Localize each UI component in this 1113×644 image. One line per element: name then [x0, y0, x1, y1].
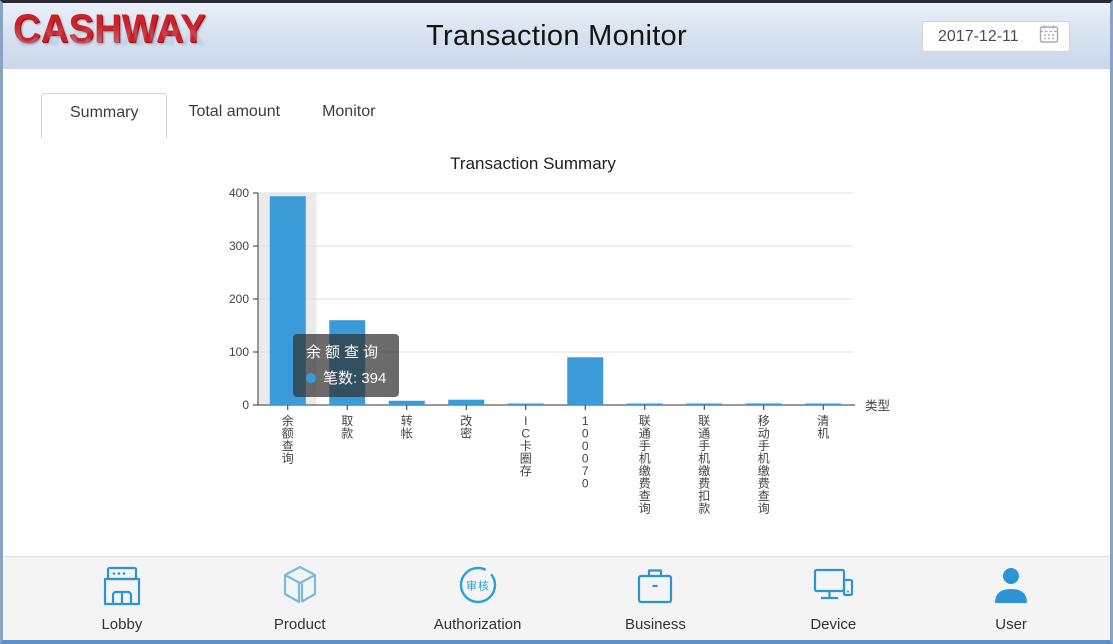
chart-y-tick-label: 400	[229, 186, 249, 200]
nav-label: Business	[624, 616, 686, 633]
bottom-nav: Lobby Product 审核 Authorization	[3, 556, 1110, 640]
chart-bar[interactable]	[567, 357, 604, 405]
chart-bar[interactable]	[329, 320, 366, 405]
nav-item-business[interactable]: Business	[566, 564, 744, 640]
chart-bar[interactable]	[269, 196, 306, 405]
chart-bar[interactable]	[745, 403, 782, 405]
nav-item-user[interactable]: User	[922, 564, 1100, 640]
bar-chart-canvas[interactable]: 0 100 200 300 400 余额查询 取款 转帐 改密 I C 卡圈存 1 0 0 0 7 0 联通手机缴费…	[3, 173, 953, 548]
tab-summary[interactable]: Summary	[41, 93, 168, 138]
nav-label: Lobby	[101, 616, 143, 633]
date-picker[interactable]: 2017-12-11	[922, 21, 1070, 52]
nav-item-product[interactable]: Product	[211, 564, 389, 640]
chart-bar[interactable]	[507, 403, 544, 406]
chart-x-category-label: 改密	[460, 414, 472, 441]
chart-x-category-label: 取款	[341, 414, 353, 441]
stamp-icon-text: 审核	[466, 579, 490, 593]
chart-x-category-label: 余额查询	[282, 413, 294, 466]
chart-y-tick-label: 300	[229, 239, 249, 253]
nav-item-authorization[interactable]: 审核 Authorization	[389, 564, 567, 640]
chart-title: Transaction Summary	[450, 154, 616, 173]
chart-x-category-label: 联通手机缴费查询	[639, 414, 651, 516]
transaction-summary-chart[interactable]: Transaction Summary 0 100 200 300 400 余额查询 取款 转…	[3, 143, 1107, 548]
chart-x-category-label: I C 卡圈存	[520, 414, 532, 478]
stamp-icon: 审核	[452, 564, 504, 613]
chart-bar[interactable]	[626, 403, 663, 406]
chart-y-tick-label: 0	[242, 398, 249, 412]
nav-item-device[interactable]: Device	[744, 564, 922, 640]
chart-bar[interactable]	[448, 399, 485, 405]
chart-bar[interactable]	[388, 400, 425, 405]
cashway-logo: CASHWAY CASHWAY	[13, 9, 214, 69]
page-title: Transaction Monitor	[426, 20, 687, 52]
chart-x-category-label: 转帐	[401, 413, 413, 441]
nav-label: Authorization	[433, 616, 522, 633]
nav-label: Device	[810, 616, 857, 633]
tab-monitor[interactable]: Monitor	[322, 103, 376, 120]
chart-x-category-label: 联通手机缴费扣款	[698, 414, 710, 516]
chart-x-category-label: 清机	[817, 414, 829, 441]
cube-icon	[274, 564, 326, 613]
nav-item-lobby[interactable]: Lobby	[33, 564, 211, 640]
calendar-icon[interactable]	[1038, 23, 1060, 50]
storefront-icon	[96, 564, 148, 613]
person-icon	[985, 564, 1037, 613]
chart-y-tick-label: 200	[229, 292, 249, 306]
chart-x-category-label: 移动手机缴费查询	[758, 414, 770, 516]
tab-total-amount[interactable]: Total amount	[188, 103, 281, 120]
chart-bar[interactable]	[686, 403, 723, 406]
nav-label: Product	[273, 616, 326, 633]
header: CASHWAY CASHWAY Transaction Monitor 2017…	[3, 3, 1110, 69]
briefcase-icon	[629, 564, 681, 613]
chart-bar[interactable]	[805, 403, 842, 406]
chart-y-tick-label: 100	[229, 345, 249, 359]
monitor-icon	[807, 564, 859, 613]
logo-text: CASHWAY	[13, 7, 206, 51]
nav-label: User	[995, 616, 1027, 633]
chart-x-axis-name: 类型	[865, 399, 890, 413]
date-value[interactable]: 2017-12-11	[938, 27, 1019, 45]
tab-bar: Summary Total amount Monitor	[41, 93, 396, 138]
